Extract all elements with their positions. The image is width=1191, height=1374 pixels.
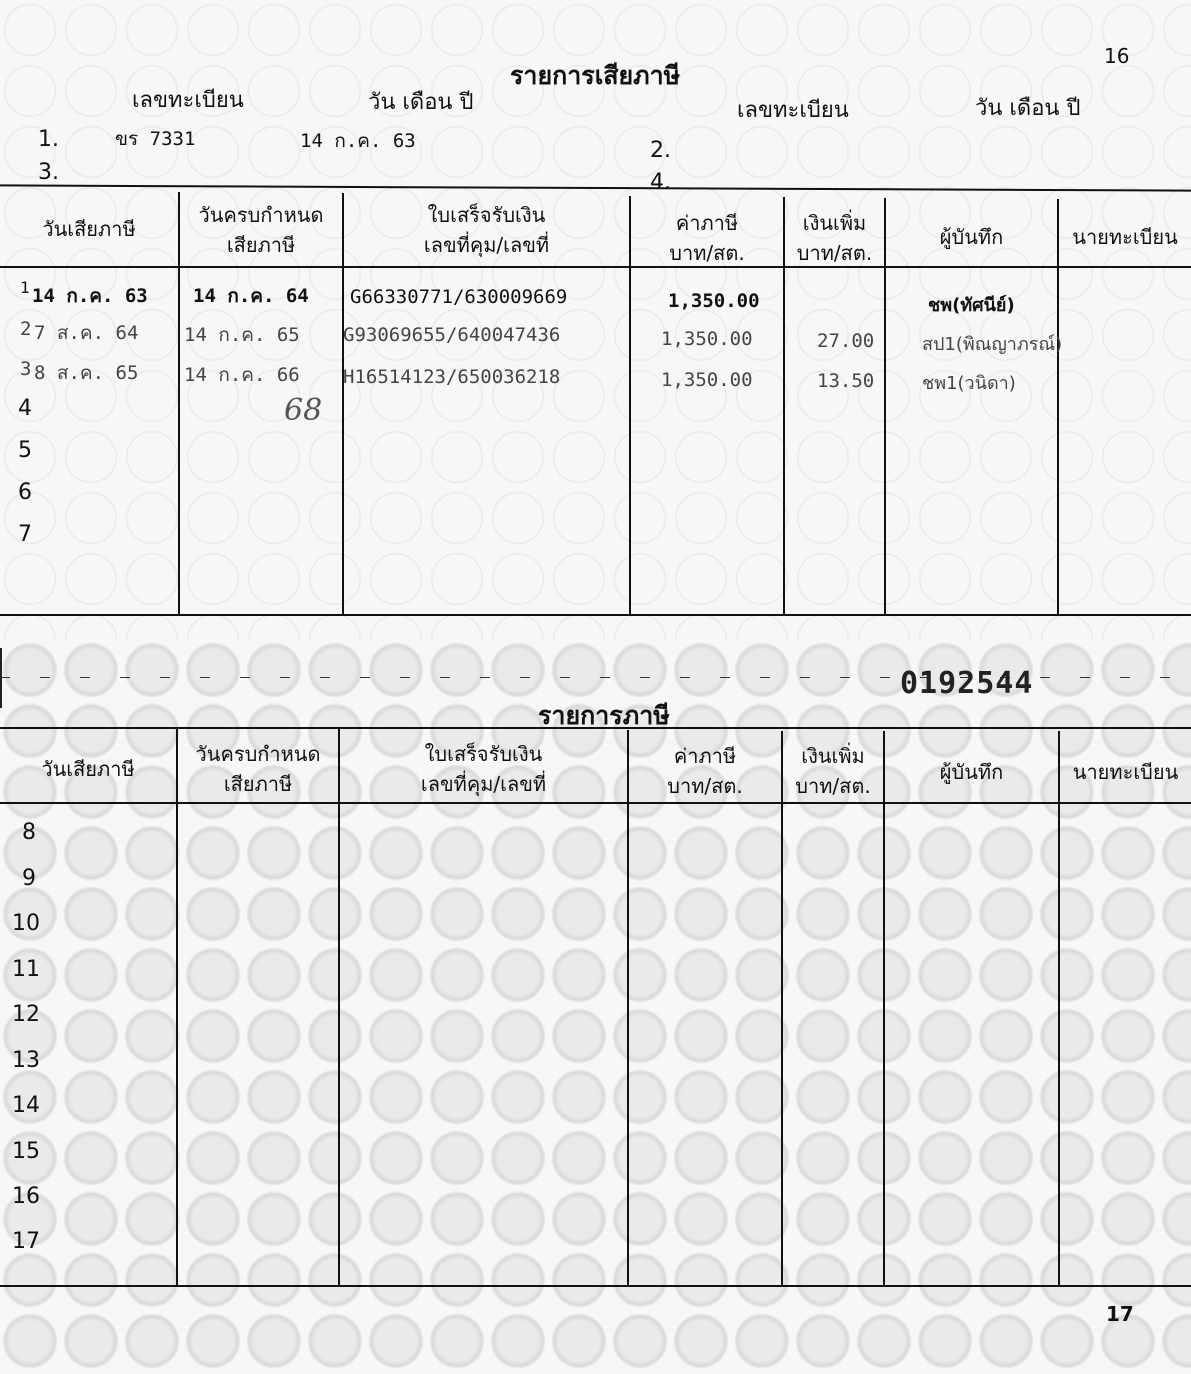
tax-amount: 1,350.00	[661, 328, 753, 350]
header-receipt: ใบเสร็จรับเงินเลขที่คุม/เลขที่	[344, 200, 629, 260]
section-title: รายการภาษี	[538, 701, 670, 730]
header-registrar: นายทะเบียน	[1072, 225, 1178, 249]
tax-amount: 1,350.00	[661, 369, 753, 391]
row-number: 4	[18, 396, 32, 421]
header-text: บาท/สต.	[796, 241, 873, 265]
row-number: 15	[12, 1139, 40, 1164]
row-number: 9	[22, 866, 36, 891]
header-surcharge: เงินเพิ่มบาท/สต.	[783, 741, 883, 801]
surcharge-amount: 27.00	[817, 330, 875, 352]
row-number: 12	[12, 1002, 40, 1027]
row-number: 5	[18, 438, 32, 463]
header-text: เลขที่คุม/เลขที่	[423, 233, 550, 257]
header-tax-date: วันเสียภาษี	[41, 757, 135, 781]
header-registrar: นายทะเบียน	[1072, 760, 1179, 784]
surcharge-amount: 13.50	[817, 370, 875, 392]
header-due-date: วันครบกำหนดเสียภาษี	[178, 739, 338, 799]
background-pattern	[0, 0, 1191, 640]
header-tax: ค่าภาษีบาท/สต.	[629, 741, 781, 801]
plate-label: เลขทะเบียน	[737, 98, 849, 123]
page-number-top: 16	[1104, 44, 1130, 68]
background-pattern	[0, 640, 1191, 1374]
tax-date: 8 ส.ค. 65	[34, 362, 139, 384]
receipt-number: H16514123/650036218	[343, 366, 561, 388]
plate-label: เลขทะเบียน	[132, 88, 244, 113]
perforation-line	[0, 677, 1191, 678]
header-text: บาท/สต.	[667, 774, 743, 798]
date-label: วัน เดือน ปี	[368, 90, 474, 115]
row-number: 6	[18, 480, 32, 505]
row-number: 2	[20, 318, 32, 340]
row-number: 8	[22, 820, 36, 845]
due-date: 14 ก.ค. 66	[184, 364, 300, 386]
row-number: 11	[12, 957, 40, 982]
recorder-name: สป1(พิณญาภรณ์)	[922, 334, 1063, 355]
header-text: วันครบกำหนด	[198, 203, 324, 227]
date-value: 14 ก.ค. 63	[300, 130, 416, 152]
due-date: 14 ก.ค. 64	[193, 285, 309, 307]
header-recorder: ผู้บันทึก	[939, 760, 1004, 784]
row-number: 7	[18, 522, 32, 547]
due-date: 14 ก.ค. 65	[184, 324, 300, 346]
row-number: 17	[12, 1229, 40, 1254]
header-text: เงินเพิ่ม	[802, 211, 867, 235]
tax-date: 7 ส.ค. 64	[34, 322, 139, 344]
crop-mark	[0, 648, 2, 708]
row-number: 3	[20, 358, 32, 380]
row-number: 13	[12, 1048, 40, 1073]
header-text: ใบเสร็จรับเงิน	[424, 742, 543, 766]
header-tax-date: วันเสียภาษี	[42, 217, 136, 241]
header-due-date: วันครบกำหนดเสียภาษี	[180, 200, 342, 260]
recorder-name: ชพ(ทัศนีย์)	[928, 295, 1015, 316]
header-text: ค่าภาษี	[675, 211, 739, 235]
handwritten-note: 68	[284, 393, 323, 428]
entry-number: 1.	[38, 127, 59, 152]
header-recorder: ผู้บันทึก	[939, 225, 1004, 249]
receipt-number: G93069655/640047436	[343, 324, 561, 346]
header-text: เงินเพิ่ม	[801, 744, 865, 768]
header-text: วันครบกำหนด	[195, 742, 321, 766]
section-title: รายการเสียภาษี	[510, 61, 681, 90]
row-number: 1	[20, 278, 30, 297]
header-text: บาท/สต.	[669, 241, 745, 265]
header-text: บาท/สต.	[795, 774, 871, 798]
date-label: วัน เดือน ปี	[975, 96, 1081, 121]
serial-stamp: 0192544	[900, 666, 1034, 701]
header-text: เสียภาษี	[226, 233, 296, 257]
header-text: ค่าภาษี	[673, 744, 737, 768]
row-number: 14	[12, 1093, 40, 1118]
header-receipt: ใบเสร็จรับเงินเลขที่คุม/เลขที่	[340, 739, 627, 799]
header-text: ใบเสร็จรับเงิน	[427, 203, 546, 227]
page-number-bottom: 17	[1106, 1302, 1134, 1326]
recorder-name: ชพ1(วนิดา)	[922, 373, 1016, 394]
entry-number: 2.	[650, 138, 671, 163]
header-text: เลขที่คุม/เลขที่	[420, 772, 547, 796]
header-text: เสียภาษี	[223, 772, 293, 796]
row-number: 10	[12, 911, 40, 936]
tax-amount: 1,350.00	[668, 290, 760, 312]
receipt-number: G66330771/630009669	[350, 286, 568, 308]
plate-value: ขร 7331	[115, 128, 196, 150]
header-tax: ค่าภาษีบาท/สต.	[631, 208, 783, 268]
entry-number: 3.	[38, 160, 59, 185]
header-surcharge: เงินเพิ่มบาท/สต.	[785, 208, 884, 268]
row-number: 16	[12, 1184, 40, 1209]
entry-number: 4.	[650, 170, 671, 195]
tax-date: 14 ก.ค. 63	[32, 285, 148, 307]
